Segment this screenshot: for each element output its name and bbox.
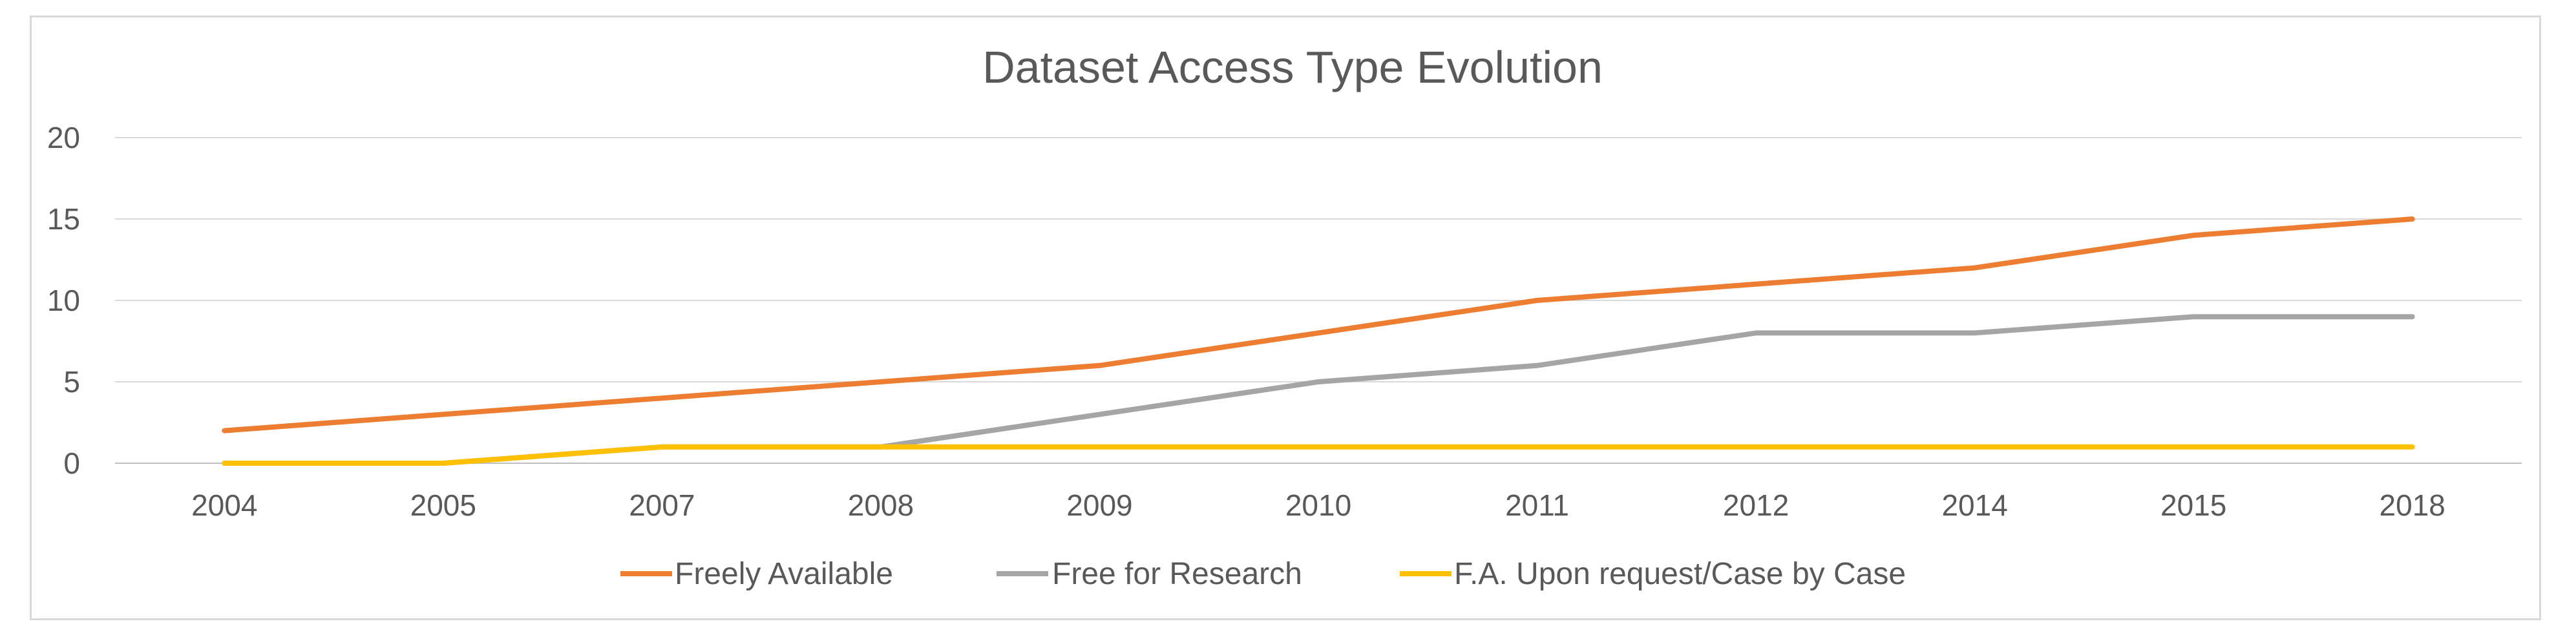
legend-item-fa-upon-request[interactable]: F.A. Upon request/Case by Case [1400, 557, 1906, 591]
legend: Freely Available Free for Research F.A. … [620, 557, 1906, 591]
x-tick-label: 2014 [1941, 488, 2007, 522]
series-line-f-a-upon-request-case-by-case[interactable] [222, 444, 2415, 466]
x-tick-label: 2004 [191, 488, 257, 522]
chart-title: Dataset Access Type Evolution [982, 42, 1603, 92]
y-axis-ticks: 0 5 10 15 20 [47, 121, 80, 480]
series-lines [222, 216, 2415, 466]
x-tick-label: 2015 [2160, 488, 2226, 522]
y-tick-label: 10 [47, 284, 80, 317]
x-tick-label: 2007 [629, 488, 695, 522]
x-tick-label: 2005 [410, 488, 476, 522]
x-tick-label: 2010 [1285, 488, 1351, 522]
x-tick-label: 2011 [1505, 488, 1569, 522]
series-line-freely-available[interactable] [222, 216, 2415, 433]
legend-label-freely-available: Freely Available [675, 557, 893, 591]
x-axis-ticks: 2004 2005 2007 2008 2009 2010 2011 2012 2014 2015… [191, 488, 2445, 522]
y-tick-label: 20 [47, 121, 80, 154]
legend-item-freely-available[interactable]: Freely Available [620, 557, 893, 591]
y-tick-label: 0 [63, 446, 80, 480]
y-tick-label: 5 [63, 365, 80, 399]
legend-item-free-for-research[interactable]: Free for Research [997, 557, 1302, 591]
x-tick-label: 2012 [1723, 488, 1789, 522]
x-tick-label: 2009 [1066, 488, 1132, 522]
x-tick-label: 2018 [2380, 488, 2445, 522]
x-tick-label: 2008 [848, 488, 914, 522]
legend-label-fa-upon-request: F.A. Upon request/Case by Case [1454, 557, 1906, 591]
series-line-free-for-research[interactable] [222, 314, 2415, 466]
chart-frame [30, 16, 2541, 620]
legend-label-free-for-research: Free for Research [1052, 557, 1302, 591]
y-tick-label: 15 [47, 202, 80, 236]
